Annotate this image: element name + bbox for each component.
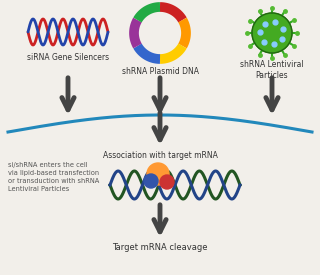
Text: shRNA Plasmid DNA: shRNA Plasmid DNA [122, 67, 198, 76]
Circle shape [147, 163, 169, 185]
Text: si/shRNA enters the cell
via lipid-based transfection
or transduction with shRNA: si/shRNA enters the cell via lipid-based… [8, 162, 99, 192]
Circle shape [160, 175, 174, 189]
Text: Target mRNA cleavage: Target mRNA cleavage [112, 243, 208, 252]
Text: siRNA Gene Silencers: siRNA Gene Silencers [27, 53, 109, 62]
Circle shape [144, 174, 158, 188]
Circle shape [252, 13, 292, 53]
Text: Association with target mRNA: Association with target mRNA [103, 151, 217, 160]
Text: shRNA Lentiviral
Particles: shRNA Lentiviral Particles [240, 60, 304, 80]
